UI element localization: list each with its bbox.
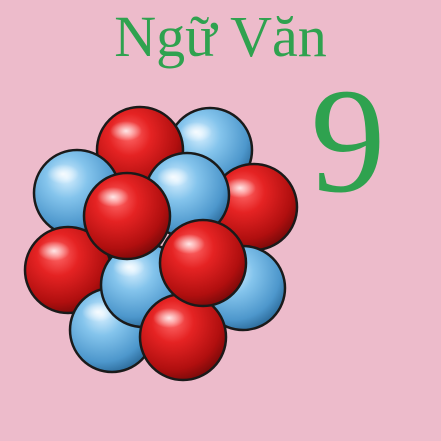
red-sphere: [82, 171, 172, 261]
book-title: Ngữ Văn: [114, 4, 327, 69]
grade-number: 9: [310, 58, 386, 224]
red-sphere: [138, 292, 228, 382]
red-sphere: [23, 225, 113, 315]
red-sphere: [158, 218, 248, 308]
